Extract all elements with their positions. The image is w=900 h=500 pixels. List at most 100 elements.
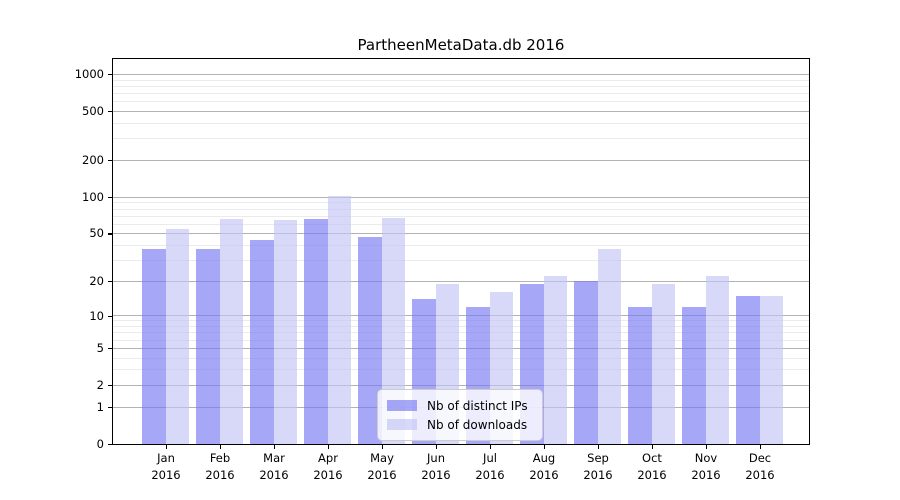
gridline: [113, 208, 809, 210]
gridline: [113, 332, 809, 334]
x-tick-label: Jan 2016: [151, 451, 181, 482]
gridline: [113, 79, 809, 81]
x-tick-mark: [490, 445, 492, 449]
bar-ips-apr: [304, 219, 328, 444]
bar-ips-mar: [250, 240, 274, 444]
gridline: [113, 111, 809, 112]
y-tick-label: 1: [96, 399, 104, 414]
legend-label-downloads: Nb of downloads: [427, 417, 528, 432]
legend-item-distinct-ips: Nb of distinct IPs: [387, 399, 533, 413]
x-tick-label: Jul 2016: [475, 451, 505, 482]
bar-downloads-jan: [165, 228, 190, 444]
bar-downloads-aug: [543, 276, 568, 444]
gridline: [113, 223, 809, 225]
y-tick-mark: [108, 233, 112, 235]
gridline: [113, 339, 809, 341]
x-tick-mark: [220, 445, 222, 449]
legend-swatch-distinct-ips: [387, 400, 417, 411]
bar-ips-oct: [628, 306, 652, 444]
y-tick-mark: [108, 385, 112, 387]
y-tick-label: 50: [89, 226, 104, 241]
y-tick-label: 1000: [74, 67, 104, 82]
x-tick-mark: [544, 445, 546, 449]
gridline: [113, 73, 809, 75]
x-tick-label: Nov 2016: [691, 451, 721, 482]
gridline: [113, 233, 809, 235]
x-tick-mark: [328, 445, 330, 449]
x-tick-mark: [436, 445, 438, 449]
gridline: [113, 320, 809, 322]
legend-item-downloads: Nb of downloads: [387, 418, 533, 432]
gridline: [113, 280, 809, 282]
x-tick-label: Dec 2016: [745, 451, 775, 482]
gridline: [113, 357, 809, 359]
gridline: [113, 159, 809, 161]
gridline: [113, 138, 809, 140]
y-tick-label: 20: [89, 273, 104, 288]
bar-downloads-apr: [327, 196, 352, 444]
x-tick-label: Jun 2016: [421, 451, 451, 482]
y-tick-mark: [108, 347, 112, 350]
y-tick-label: 200: [82, 153, 104, 167]
x-tick-mark: [652, 445, 654, 449]
y-tick-mark: [108, 160, 112, 162]
x-tick-label: Oct 2016: [637, 451, 667, 482]
gridline: [113, 215, 809, 217]
y-tick-label: 0: [96, 436, 104, 451]
bar-downloads-nov: [705, 276, 730, 444]
x-tick-mark: [760, 445, 762, 449]
gridline: [113, 202, 809, 204]
legend-swatch-downloads: [387, 419, 417, 430]
y-tick-label: 10: [89, 308, 104, 323]
bar-downloads-sep: [597, 249, 622, 444]
y-tick-label: 2: [96, 378, 104, 392]
x-tick-label: Sep 2016: [583, 451, 613, 482]
y-tick-mark: [108, 196, 112, 199]
y-tick-label: 500: [82, 104, 104, 119]
x-tick-mark: [706, 445, 708, 449]
x-tick-label: Apr 2016: [313, 451, 343, 482]
x-tick-mark: [274, 445, 276, 449]
y-tick-label: 5: [96, 340, 104, 355]
bar-downloads-feb: [219, 219, 244, 444]
bar-ips-feb: [196, 249, 220, 444]
y-tick-mark: [108, 406, 112, 408]
bar-downloads-mar: [273, 219, 298, 444]
bar-ips-dec: [736, 295, 760, 444]
y-tick-mark: [108, 111, 112, 113]
gridline: [113, 101, 809, 103]
legend: Nb of distinct IPs Nb of downloads: [377, 389, 543, 441]
gridline: [113, 369, 809, 371]
y-tick-mark: [108, 280, 112, 283]
gridline: [113, 85, 809, 87]
gridline: [113, 347, 809, 349]
y-tick-label: 100: [82, 189, 104, 204]
plot-area: [112, 58, 810, 445]
chart-title: PartheenMetaData.db 2016: [357, 36, 565, 54]
gridline: [113, 326, 809, 327]
gridline: [113, 122, 809, 124]
x-tick-label: Aug 2016: [529, 451, 559, 482]
bar-ips-may: [358, 236, 382, 444]
bar-downloads-oct: [651, 283, 676, 444]
gridline: [113, 384, 809, 386]
legend-label-distinct-ips: Nb of distinct IPs: [427, 398, 528, 413]
x-tick-label: Feb 2016: [205, 451, 235, 482]
x-tick-mark: [166, 445, 168, 449]
bar-downloads-dec: [759, 295, 784, 444]
gridline: [113, 196, 809, 198]
x-tick-label: May 2016: [367, 451, 397, 482]
x-tick-mark: [382, 445, 384, 449]
gridline: [113, 93, 809, 94]
x-tick-mark: [598, 445, 600, 449]
y-tick-mark: [108, 443, 112, 445]
gridline: [113, 315, 809, 317]
bar-ips-jan: [142, 249, 166, 444]
y-tick-mark: [108, 74, 112, 76]
x-tick-label: Mar 2016: [259, 451, 289, 482]
y-tick-mark: [108, 315, 112, 317]
gridline: [113, 259, 809, 261]
bar-ips-nov: [682, 306, 706, 444]
gridline: [113, 244, 809, 246]
